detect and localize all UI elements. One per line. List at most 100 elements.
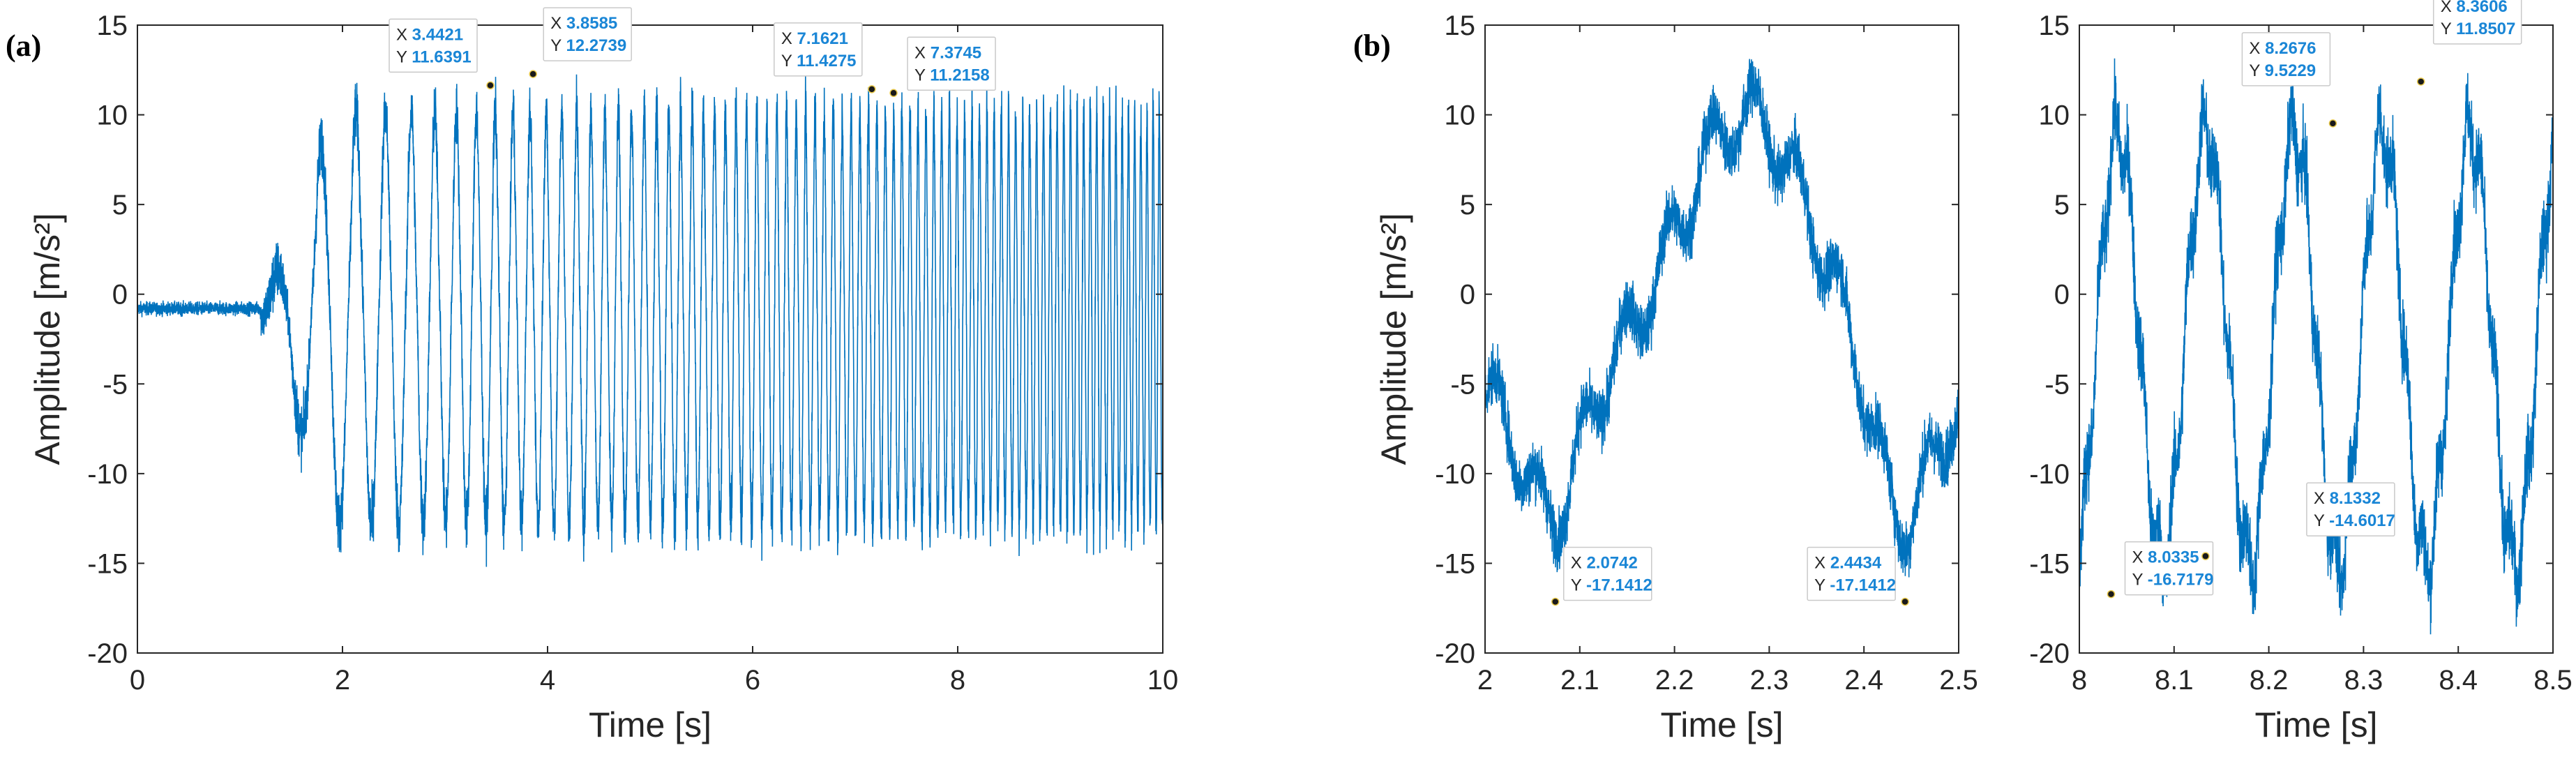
datatip-x: X 7.3745 bbox=[914, 43, 981, 62]
datatip[interactable]: X 2.4434 Y -17.1412 bbox=[1807, 546, 1909, 606]
x-tick-label: 2.4 bbox=[1844, 665, 1883, 696]
x-tick-label: 2.3 bbox=[1750, 665, 1789, 696]
y-tick-label: -20 bbox=[2029, 638, 2070, 669]
datatip[interactable]: X 8.3606 Y 11.8507 bbox=[2416, 0, 2522, 86]
chart-b1: 2 2.1 2.2 2.3 2.4 2.5 -20 -15 -10 -5 0 5 10 15 Time [s… bbox=[1353, 10, 1978, 744]
datatip-marker[interactable] bbox=[868, 85, 876, 93]
datatip-marker[interactable] bbox=[889, 89, 898, 98]
datatip-marker[interactable] bbox=[2416, 77, 2425, 86]
y-tick-label: 15 bbox=[1445, 10, 1476, 41]
datatip-x: X 8.1332 bbox=[2314, 489, 2381, 508]
panel-label: (a) bbox=[6, 29, 41, 63]
datatip-x: X 7.1621 bbox=[781, 29, 848, 48]
datatip[interactable]: X 8.1332 Y -14.6017 bbox=[2201, 482, 2395, 560]
y-tick-label: -20 bbox=[1435, 638, 1475, 669]
datatip-x: X 2.4434 bbox=[1814, 553, 1882, 572]
x-tick-label: 8.1 bbox=[2155, 665, 2194, 696]
datatip-x: X 2.0742 bbox=[1571, 553, 1638, 572]
y-tick-label: -5 bbox=[1450, 369, 1475, 400]
datatip-marker[interactable] bbox=[486, 81, 495, 90]
signal-trace bbox=[137, 73, 1163, 567]
chart-b2: 8 8.1 8.2 8.3 8.4 8.5 -20 -15 -10 -5 0 5 10 15 Time [s… bbox=[2029, 0, 2573, 744]
datatip-y: Y -17.1412 bbox=[1814, 576, 1896, 594]
datatip[interactable]: X 8.2676 Y 9.5229 bbox=[2241, 32, 2337, 128]
datatip-marker[interactable] bbox=[1551, 597, 1560, 606]
datatip[interactable]: X 7.1621 Y 11.4275 bbox=[774, 22, 876, 93]
datatip[interactable]: X 3.4421 Y 11.6391 bbox=[389, 18, 495, 90]
y-tick-label: 0 bbox=[2054, 280, 2070, 310]
datatip[interactable]: X 7.3745 Y 11.2158 bbox=[889, 36, 996, 98]
x-tick-label: 4 bbox=[540, 665, 555, 696]
datatip-x: X 3.4421 bbox=[396, 25, 463, 44]
x-tick-label: 8.4 bbox=[2439, 665, 2478, 696]
datatip-box bbox=[543, 7, 632, 61]
y-tick-label: 5 bbox=[1460, 190, 1475, 220]
datatip-box bbox=[1807, 546, 1896, 601]
y-tick-label: 15 bbox=[97, 10, 128, 41]
y-tick-label: -5 bbox=[103, 369, 128, 400]
y-tick-label: 15 bbox=[2039, 10, 2070, 41]
datatip-x: X 3.8585 bbox=[550, 14, 617, 33]
datatip-marker[interactable] bbox=[2328, 119, 2337, 128]
panel-label: (b) bbox=[1353, 29, 1391, 63]
x-tick-label: 8 bbox=[950, 665, 965, 696]
y-tick-label: -15 bbox=[87, 548, 128, 579]
datatip-y: Y -16.7179 bbox=[2132, 571, 2213, 590]
datatip-y: Y -17.1412 bbox=[1571, 576, 1652, 594]
y-axis-label: Amplitude [m/s²] bbox=[28, 213, 67, 465]
y-tick-label: -10 bbox=[1435, 459, 1475, 490]
axes-box bbox=[2079, 24, 2554, 654]
x-tick-label: 0 bbox=[130, 665, 145, 696]
x-axis-label: Time [s] bbox=[1661, 705, 1784, 744]
x-tick-label: 2.5 bbox=[1939, 665, 1978, 696]
x-tick-label: 2 bbox=[335, 665, 350, 696]
y-tick-label: -5 bbox=[2044, 369, 2070, 400]
datatip-box bbox=[2241, 32, 2331, 87]
x-tick-label: 2.1 bbox=[1560, 665, 1599, 696]
y-tick-label: 10 bbox=[1445, 100, 1476, 131]
datatip-box bbox=[774, 22, 863, 77]
datatip-box bbox=[2432, 0, 2522, 45]
datatip-marker[interactable] bbox=[2107, 590, 2116, 599]
datatip[interactable]: X 2.0742 Y -17.1412 bbox=[1551, 546, 1652, 606]
x-tick-label: 8 bbox=[2072, 665, 2087, 696]
datatip-x: X 8.2676 bbox=[2249, 39, 2316, 58]
datatip[interactable]: X 8.0335 Y -16.7179 bbox=[2107, 541, 2214, 599]
y-tick-label: 10 bbox=[97, 100, 128, 131]
x-tick-label: 10 bbox=[1147, 665, 1179, 696]
x-axis-label: Time [s] bbox=[2255, 705, 2378, 744]
datatip-y: Y 11.4275 bbox=[781, 52, 857, 70]
datatip[interactable]: X 3.8585 Y 12.2739 bbox=[529, 7, 632, 78]
datatip-y: Y -14.6017 bbox=[2314, 511, 2395, 530]
datatip-y: Y 9.5229 bbox=[2249, 61, 2316, 80]
y-tick-label: 0 bbox=[1460, 280, 1475, 310]
datatip-marker[interactable] bbox=[2201, 552, 2210, 560]
datatip-x: X 8.0335 bbox=[2132, 548, 2199, 567]
datatip-y: Y 11.8507 bbox=[2441, 20, 2516, 38]
signal-trace bbox=[1485, 59, 1959, 578]
datatip-box bbox=[2306, 482, 2395, 536]
x-tick-label: 8.3 bbox=[2344, 665, 2383, 696]
datatip-marker[interactable] bbox=[1901, 597, 1909, 606]
y-tick-label: -20 bbox=[87, 638, 128, 669]
chart-a: 0 2 4 6 8 10 -20 -15 -10 -5 0 5 10 15 Time [s] Amplitud… bbox=[6, 7, 1179, 744]
y-tick-label: 0 bbox=[112, 280, 128, 310]
datatip-box bbox=[1563, 546, 1652, 601]
y-tick-label: -10 bbox=[2029, 459, 2070, 490]
datatip-y: Y 11.2158 bbox=[914, 66, 990, 84]
datatip-box bbox=[907, 36, 996, 91]
y-tick-label: -15 bbox=[1435, 548, 1475, 579]
axes-box bbox=[137, 24, 1163, 654]
y-tick-label: 5 bbox=[2054, 190, 2070, 220]
x-axis-label: Time [s] bbox=[589, 705, 711, 744]
axes-box bbox=[1484, 24, 1959, 654]
x-tick-label: 6 bbox=[745, 665, 760, 696]
datatip-box bbox=[2124, 541, 2214, 596]
datatip-marker[interactable] bbox=[529, 70, 537, 78]
x-tick-label: 2 bbox=[1477, 665, 1493, 696]
x-tick-label: 2.2 bbox=[1655, 665, 1694, 696]
datatip-x: X 8.3606 bbox=[2441, 0, 2508, 16]
datatip-box bbox=[389, 18, 478, 73]
y-tick-label: 5 bbox=[112, 190, 128, 220]
